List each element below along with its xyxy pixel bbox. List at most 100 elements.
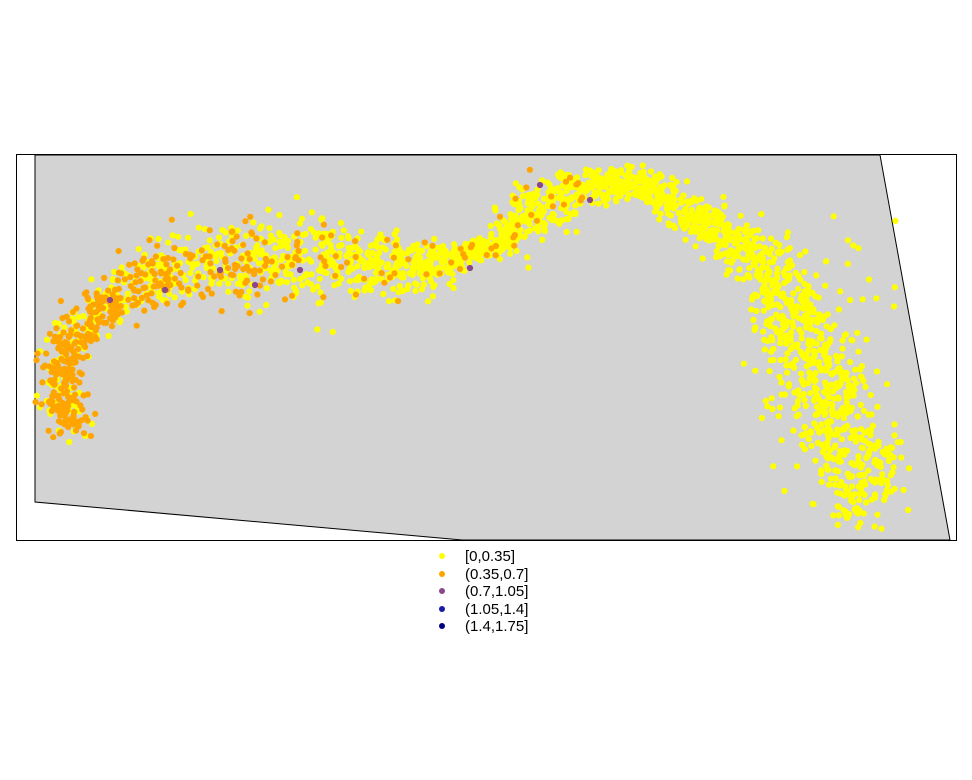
legend-label: (1.4,1.75] — [465, 618, 529, 635]
data-point — [43, 350, 50, 357]
data-point — [775, 248, 783, 255]
data-point — [785, 383, 792, 390]
data-point — [847, 387, 855, 395]
data-point — [267, 278, 274, 285]
data-point — [430, 283, 437, 290]
data-point — [887, 488, 895, 495]
data-point — [109, 291, 116, 298]
data-point — [843, 486, 850, 494]
data-point — [863, 336, 870, 343]
data-point — [441, 257, 449, 264]
data-point — [240, 266, 247, 273]
data-point — [852, 427, 859, 434]
data-point — [65, 318, 73, 325]
data-point — [135, 246, 142, 253]
data-point — [252, 248, 259, 255]
data-point — [848, 336, 855, 344]
data-point — [777, 340, 784, 347]
data-point — [692, 243, 699, 250]
data-point — [554, 171, 562, 178]
data-point — [207, 260, 214, 267]
data-point — [284, 253, 291, 261]
data-point — [194, 282, 201, 289]
data-point — [828, 454, 835, 461]
data-point — [321, 258, 328, 265]
data-point — [161, 286, 169, 294]
data-point — [761, 244, 769, 251]
data-point — [450, 248, 457, 255]
data-point — [832, 442, 839, 449]
data-point — [884, 381, 891, 388]
data-point — [230, 272, 237, 279]
data-point — [59, 399, 66, 407]
data-point — [510, 201, 518, 208]
data-point — [787, 337, 794, 344]
data-point — [625, 191, 633, 199]
data-point — [171, 244, 178, 252]
data-point — [170, 256, 177, 263]
data-point — [541, 227, 549, 235]
data-point — [412, 257, 419, 264]
data-point — [685, 211, 692, 218]
data-point — [283, 279, 291, 286]
data-point — [850, 242, 857, 249]
data-point — [750, 240, 757, 248]
data-point — [40, 364, 47, 371]
data-point — [499, 232, 506, 239]
data-point — [823, 258, 830, 265]
data-point — [855, 457, 862, 464]
data-point — [439, 243, 447, 250]
data-point — [80, 430, 88, 437]
data-point — [751, 262, 759, 269]
data-point — [568, 196, 575, 203]
data-point — [493, 220, 500, 227]
data-point — [559, 182, 566, 189]
data-point — [844, 260, 852, 267]
data-point — [536, 181, 544, 189]
data-point — [400, 274, 407, 281]
data-point — [835, 395, 842, 402]
data-point — [84, 294, 91, 301]
data-point — [877, 463, 884, 470]
data-point — [671, 196, 678, 203]
data-point — [158, 270, 165, 277]
data-point — [748, 306, 755, 313]
data-point — [636, 184, 643, 191]
data-point — [534, 186, 541, 193]
data-point — [84, 353, 91, 360]
data-point — [62, 416, 69, 423]
data-point — [847, 382, 854, 389]
data-point — [81, 333, 88, 340]
data-point — [429, 293, 436, 300]
data-point — [256, 282, 264, 289]
data-point — [369, 249, 376, 256]
data-point — [101, 274, 108, 281]
data-point — [429, 242, 436, 249]
data-point — [312, 246, 319, 253]
data-point — [352, 253, 359, 261]
data-point — [266, 225, 273, 232]
data-point — [784, 350, 791, 357]
data-point — [88, 276, 95, 283]
data-point — [566, 184, 573, 191]
data-point — [51, 381, 58, 388]
data-point — [185, 286, 192, 293]
data-point — [88, 324, 95, 331]
data-point — [798, 335, 805, 342]
data-point — [854, 510, 862, 517]
data-point — [768, 291, 775, 298]
data-point — [58, 366, 65, 373]
data-point — [524, 254, 531, 261]
data-point — [154, 282, 161, 289]
data-point — [418, 286, 425, 293]
data-point — [327, 241, 334, 248]
data-point — [50, 338, 57, 345]
data-point — [868, 496, 875, 503]
data-point — [307, 281, 315, 288]
data-point — [469, 241, 476, 249]
data-point — [58, 348, 65, 355]
data-point — [305, 256, 313, 263]
data-point — [71, 408, 78, 415]
data-point — [187, 270, 194, 277]
data-point — [841, 447, 848, 454]
